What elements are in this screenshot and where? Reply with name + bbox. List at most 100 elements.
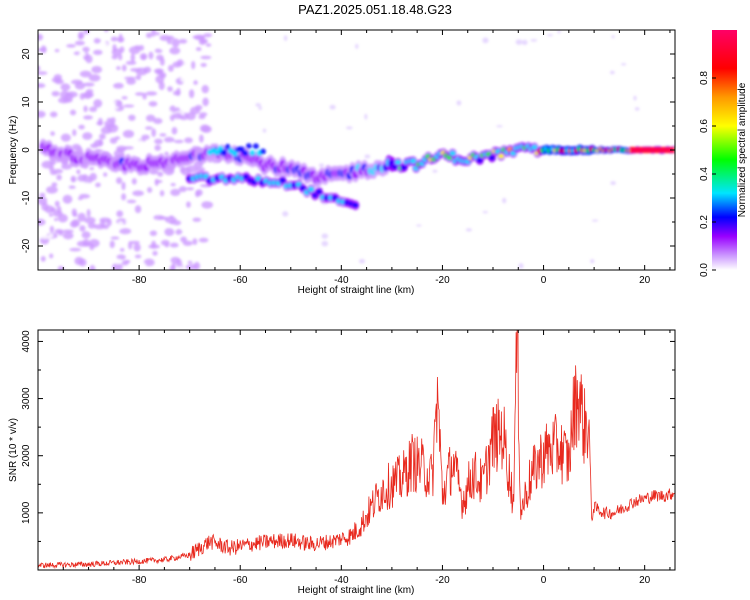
heatmap-noise-blob [321, 240, 329, 247]
heatmap-noise-blob [74, 82, 86, 90]
heatmap-noise-blob [193, 80, 198, 85]
heatmap-noise-blob [157, 171, 164, 177]
heatmap-y-tick-label: 20 [21, 48, 32, 60]
heatmap-noise-blob [154, 138, 163, 145]
heatmap-noise-blob [134, 254, 142, 259]
heatmap-noise-blob [39, 192, 46, 197]
heatmap-noise-blob [128, 114, 136, 121]
heatmap-noise-blob [85, 54, 93, 64]
heatmap-noise-blob [119, 228, 132, 235]
heatmap-noise-blob [70, 175, 77, 183]
heatmap-noise-blob [609, 70, 615, 75]
heatmap-noise-blob [113, 258, 123, 265]
heatmap-noise-blob [145, 114, 156, 122]
heatmap-noise-blob [110, 36, 118, 42]
heatmap-x-tick-label: -60 [233, 275, 248, 286]
heatmap-noise-blob [81, 231, 91, 239]
heatmap-noise-blob [86, 209, 91, 218]
heatmap-noise-blob [193, 261, 201, 270]
snr-x-axis-label: Height of straight line (km) [298, 585, 415, 596]
heatmap-y-tick-label: -10 [21, 190, 32, 205]
heatmap-noise-blob [151, 240, 157, 249]
heatmap-noise-blob [51, 239, 57, 245]
heatmap-noise-blob [93, 246, 105, 252]
heatmap-noise-blob [169, 264, 176, 270]
heatmap-noise-blob [133, 243, 141, 252]
heatmap-noise-blob [166, 39, 172, 45]
heatmap-noise-blob [159, 190, 165, 197]
heatmap-noise-blob [178, 38, 188, 44]
heatmap-noise-blob [121, 96, 128, 100]
heatmap-noise-blob [262, 128, 267, 133]
heatmap-noise-blob [198, 237, 209, 243]
heatmap-x-tick-label: 20 [639, 275, 651, 286]
heatmap-noise-blob [145, 126, 153, 130]
heatmap-noise-blob [125, 217, 132, 226]
heatmap-noise-blob [135, 92, 145, 96]
heatmap-noise-blob [79, 193, 91, 199]
heatmap-noise-blob [93, 99, 103, 108]
heatmap-noise-blob [557, 30, 561, 34]
heatmap-noise-blob [38, 33, 43, 41]
heatmap-noise-blob [52, 124, 62, 131]
heatmap-noise-blob [173, 135, 181, 140]
heatmap-noise-blob [201, 201, 214, 209]
heatmap-noise-blob [151, 128, 157, 137]
heatmap-noise-blob [62, 194, 73, 204]
heatmap-noise-blob [66, 91, 78, 98]
heatmap-branch-core [245, 143, 252, 150]
heatmap-noise-blob [192, 35, 205, 39]
heatmap-noise-blob [160, 239, 170, 246]
heatmap-branch-core [231, 150, 238, 157]
heatmap-x-tick-label: 0 [541, 275, 547, 286]
heatmap-noise-blob [141, 212, 154, 220]
heatmap-ticks: -80 -60 -40 -20 0 20 -20 -10 0 10 20 [21, 29, 675, 286]
heatmap-noise-blob [170, 256, 181, 264]
colorbar-tick-label: 0.2 [699, 215, 710, 229]
heatmap-noise-blob [133, 139, 145, 146]
heatmap-noise-blob [135, 74, 142, 80]
heatmap-content [38, 30, 675, 270]
heatmap-noise-blob [201, 85, 209, 94]
heatmap-noise-blob [49, 165, 55, 173]
heatmap-noise-blob [39, 235, 51, 239]
heatmap-noise-blob [164, 227, 175, 237]
heatmap-noise-blob [148, 51, 154, 60]
heatmap-noise-blob [319, 163, 325, 168]
heatmap-noise-blob [169, 47, 181, 55]
heatmap-noise-blob [116, 145, 127, 152]
heatmap-noise-blob [359, 259, 366, 264]
heatmap-noise-blob [88, 239, 100, 248]
heatmap-noise-blob [106, 218, 112, 227]
heatmap-noise-blob [40, 256, 46, 262]
heatmap-noise-blob [78, 51, 86, 57]
heatmap-noise-blob [53, 217, 58, 222]
heatmap-noise-blob [205, 43, 212, 47]
heatmap-noise-blob [38, 71, 48, 75]
colorbar-label: Normalized spectral amplitude [737, 82, 748, 217]
heatmap-noise-blob [121, 64, 127, 72]
heatmap-noise-blob [167, 75, 180, 80]
heatmap-noise-blob [56, 174, 62, 181]
heatmap-y-tick-label: 0 [21, 147, 32, 153]
snr-y-tick-label: 2000 [21, 444, 32, 467]
snr-ticks: -80 -60 -40 -20 0 20 1000 2000 3000 4000 [21, 330, 675, 586]
heatmap-noise-blob [60, 90, 70, 100]
heatmap-noise-blob [145, 91, 158, 96]
heatmap-noise-blob [173, 139, 184, 144]
heatmap-noise-blob [282, 211, 289, 217]
heatmap-noise-blob [83, 105, 88, 113]
snr-y-axis-label: SNR (10 * v/v) [8, 418, 19, 482]
heatmap-noise-blob [76, 169, 81, 175]
heatmap-noise-blob [123, 104, 135, 108]
heatmap-noise-blob [83, 30, 90, 35]
heatmap-noise-blob [126, 199, 137, 204]
heatmap-noise-blob [158, 81, 165, 91]
heatmap-noise-blob [121, 181, 126, 191]
heatmap-noise-blob [97, 106, 109, 112]
heatmap-noise-blob [98, 139, 103, 147]
heatmap-noise-blob [54, 200, 60, 207]
heatmap-noise-blob [60, 133, 71, 142]
heatmap-noise-blob [590, 259, 595, 264]
heatmap-ridge-core [410, 158, 417, 164]
